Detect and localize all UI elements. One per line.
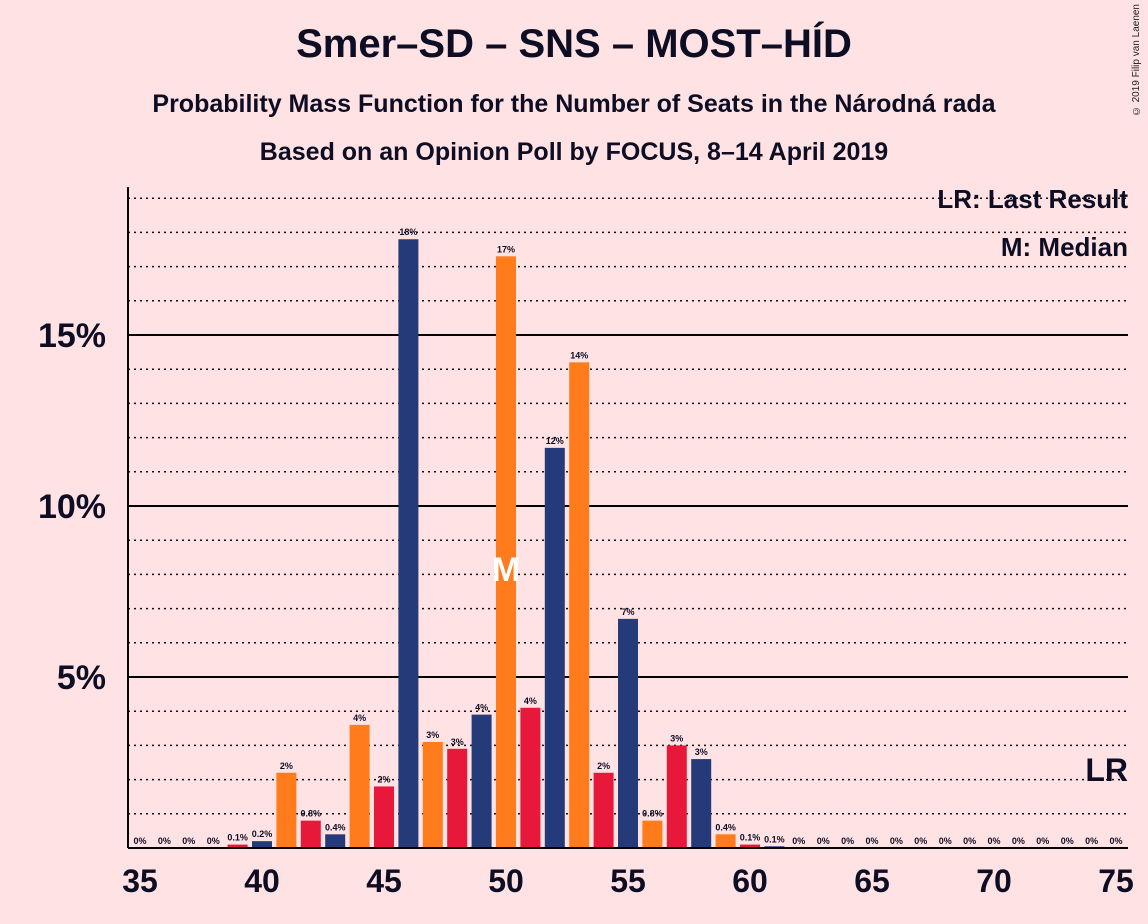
bar-label-46: 18% bbox=[399, 227, 417, 237]
bar-39 bbox=[227, 844, 248, 848]
y-tick-label: 5% bbox=[57, 659, 106, 697]
bar-60 bbox=[740, 844, 760, 848]
bar-label-40: 0.2% bbox=[252, 829, 273, 839]
y-tick-label: 10% bbox=[38, 488, 106, 526]
bar-59 bbox=[715, 834, 736, 848]
chart-source: Based on an Opinion Poll by FOCUS, 8–14 … bbox=[259, 138, 889, 166]
bar-54 bbox=[593, 772, 614, 848]
bar-label-45: 2% bbox=[377, 774, 390, 784]
bar-label-70: 0% bbox=[987, 836, 1000, 846]
bar-46 bbox=[398, 239, 419, 849]
bar-42 bbox=[300, 820, 321, 848]
bar-45 bbox=[374, 786, 394, 848]
bar-label-63: 0% bbox=[817, 836, 830, 846]
x-tick-label: 35 bbox=[122, 863, 158, 899]
bar-label-53: 14% bbox=[570, 350, 588, 360]
bar-label-66: 0% bbox=[890, 836, 903, 846]
bar-label-37: 0% bbox=[182, 836, 195, 846]
bar-label-43: 0.4% bbox=[325, 822, 346, 832]
bar-label-36: 0% bbox=[158, 836, 171, 846]
bar-label-59: 0.4% bbox=[715, 822, 736, 832]
bar-label-75: 0% bbox=[1109, 836, 1122, 846]
bar-52 bbox=[544, 447, 565, 848]
bar-label-72: 0% bbox=[1036, 836, 1049, 846]
bar-50 bbox=[496, 256, 516, 849]
x-tick-label: 55 bbox=[610, 863, 646, 899]
x-tick-label: 70 bbox=[976, 863, 1012, 899]
bar-label-65: 0% bbox=[865, 836, 878, 846]
bar-label-52: 12% bbox=[546, 436, 564, 446]
bar-label-54: 2% bbox=[597, 761, 610, 771]
bar-label-35: 0% bbox=[133, 836, 146, 846]
bar-label-64: 0% bbox=[841, 836, 854, 846]
bar-label-49: 4% bbox=[475, 703, 488, 713]
bar-47 bbox=[422, 741, 443, 848]
bar-label-56: 0.8% bbox=[642, 809, 663, 819]
bar-label-42: 0.8% bbox=[301, 809, 322, 819]
bar-55 bbox=[618, 618, 638, 848]
bar-label-38: 0% bbox=[207, 836, 220, 846]
chart-title: Smer–SD – SNS – MOST–HÍD bbox=[296, 22, 852, 66]
bar-40 bbox=[252, 841, 272, 848]
bar-41 bbox=[276, 772, 297, 848]
chart-subtitle: Probability Mass Function for the Number… bbox=[152, 90, 996, 118]
bar-48 bbox=[447, 748, 468, 848]
last-result-marker: LR bbox=[1085, 752, 1128, 788]
x-tick-label: 45 bbox=[366, 863, 402, 899]
bar-label-67: 0% bbox=[914, 836, 927, 846]
bar-label-47: 3% bbox=[426, 730, 439, 740]
y-tick-label: 15% bbox=[38, 317, 106, 355]
x-tick-label: 65 bbox=[854, 863, 890, 899]
bar-label-51: 4% bbox=[524, 696, 537, 706]
bar-label-48: 3% bbox=[451, 737, 464, 747]
median-marker: M bbox=[492, 551, 520, 589]
bar-label-50: 17% bbox=[497, 244, 515, 254]
bar-label-44: 4% bbox=[353, 713, 366, 723]
bar-43 bbox=[325, 834, 346, 848]
bar-label-58: 3% bbox=[695, 747, 708, 757]
bar-label-73: 0% bbox=[1061, 836, 1074, 846]
bar-51 bbox=[520, 707, 541, 848]
bar-label-61: 0.1% bbox=[764, 834, 785, 844]
bar-44 bbox=[349, 724, 370, 848]
x-tick-label: 50 bbox=[488, 863, 524, 899]
bar-label-71: 0% bbox=[1012, 836, 1025, 846]
bar-56 bbox=[642, 820, 663, 848]
bar-label-39: 0.1% bbox=[227, 833, 248, 843]
bar-label-62: 0% bbox=[792, 836, 805, 846]
bar-label-60: 0.1% bbox=[740, 833, 761, 843]
bar-49 bbox=[471, 714, 492, 848]
x-tick-label: 60 bbox=[732, 863, 768, 899]
bar-58 bbox=[691, 759, 712, 848]
bar-53 bbox=[569, 362, 590, 848]
bar-label-41: 2% bbox=[280, 761, 293, 771]
x-tick-label: 75 bbox=[1098, 863, 1134, 899]
bar-label-74: 0% bbox=[1085, 836, 1098, 846]
bar-57 bbox=[666, 745, 687, 848]
bar-label-57: 3% bbox=[670, 733, 683, 743]
legend-median: M: Median bbox=[1000, 232, 1128, 262]
x-tick-label: 40 bbox=[244, 863, 280, 899]
bar-label-68: 0% bbox=[939, 836, 952, 846]
bar-label-69: 0% bbox=[963, 836, 976, 846]
legend-last-result: LR: Last Result bbox=[937, 184, 1128, 214]
bar-label-55: 7% bbox=[621, 607, 634, 617]
